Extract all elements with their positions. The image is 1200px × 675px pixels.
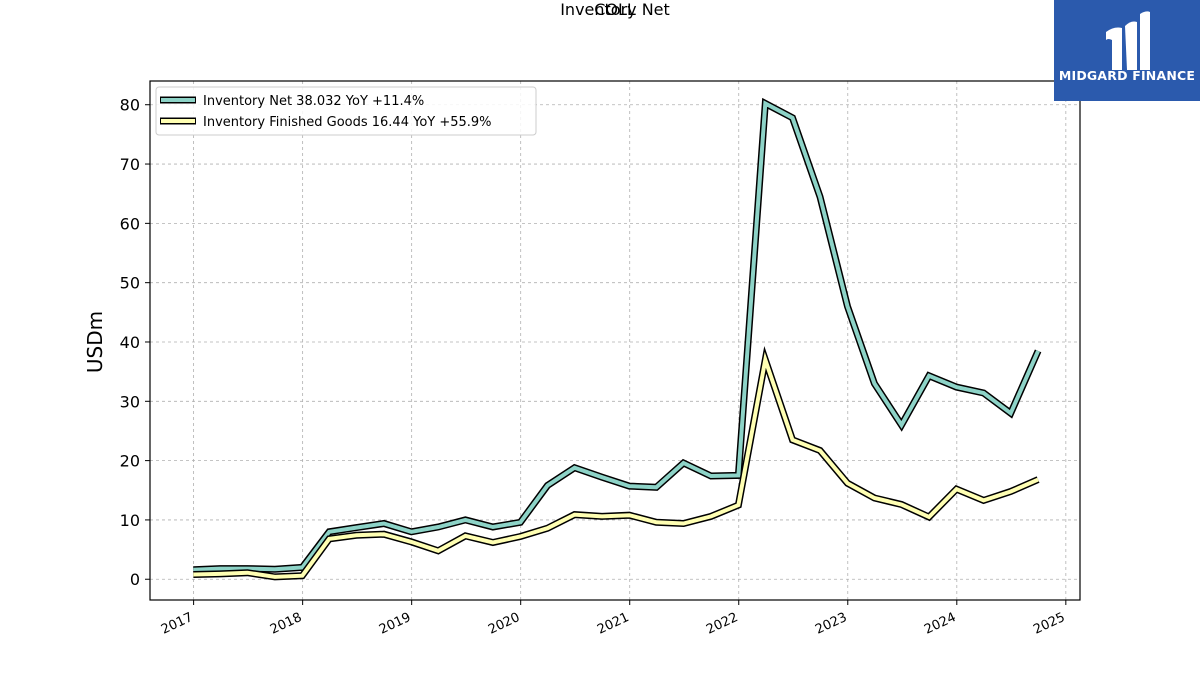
series-1 <box>193 97 1042 574</box>
y-tick-label: 10 <box>120 511 140 530</box>
legend-label: Inventory Finished Goods 16.44 YoY +55.9… <box>203 115 492 130</box>
series-lines <box>193 97 1042 581</box>
series-line <box>193 351 1039 579</box>
y-axis-label: USDm <box>83 311 107 373</box>
x-tick-label: 2023 <box>813 610 849 638</box>
plot-frame <box>149 80 1081 601</box>
legend: Inventory Net 38.032 YoY +11.4% Inventory… <box>155 86 537 136</box>
y-tick-label: 50 <box>120 274 140 293</box>
series-2 <box>193 345 1040 581</box>
x-tick-label: 2020 <box>486 610 522 638</box>
x-tick-label: 2019 <box>377 610 413 638</box>
x-tick-label: 2025 <box>1031 610 1067 638</box>
y-tick-label: 40 <box>120 333 140 352</box>
y-tick-label: 80 <box>120 96 140 115</box>
legend-box <box>155 86 537 136</box>
logo-text: MIDGARD FINANCE <box>1058 68 1196 83</box>
series-line-outline <box>193 97 1042 574</box>
y-tick-label: 20 <box>120 452 140 471</box>
chart-title: COLL <box>594 0 636 19</box>
x-tick-label: 2017 <box>159 610 195 638</box>
axes: 0 10 20 30 40 50 60 70 80 2017 2018 2019 2020 2021 202… <box>120 96 1068 638</box>
logo-mark-icon <box>1106 11 1150 70</box>
x-tick-label: 2021 <box>595 610 631 638</box>
y-tick-label: 60 <box>120 214 140 233</box>
x-tick-label: 2022 <box>704 610 740 638</box>
series-line <box>193 100 1040 572</box>
y-tick-label: 70 <box>120 155 140 174</box>
midgard-finance-logo: MIDGARD FINANCE <box>1054 0 1200 101</box>
chart-subtitle: Inventory Net <box>560 0 670 19</box>
y-tick-label: 30 <box>120 392 140 411</box>
y-tick-label: 0 <box>130 570 140 589</box>
gridlines <box>150 81 1080 600</box>
legend-label: Inventory Net 38.032 YoY +11.4% <box>203 94 424 109</box>
x-tick-label: 2018 <box>268 610 304 638</box>
x-tick-label: 2024 <box>922 610 958 638</box>
